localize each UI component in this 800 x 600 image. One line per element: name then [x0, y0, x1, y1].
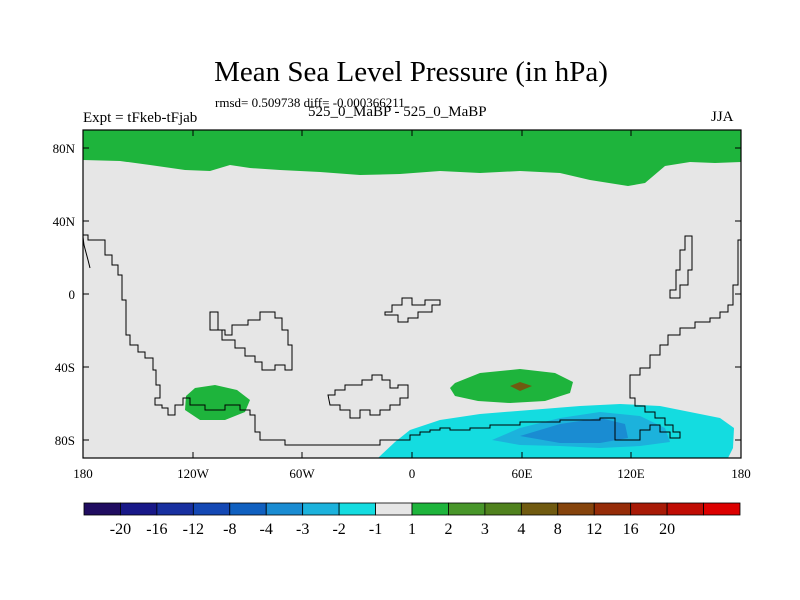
colorbar-swatch — [520, 502, 559, 516]
colorbar-swatch — [448, 502, 486, 516]
colorbar-swatch — [703, 502, 741, 516]
colorbar-label: 20 — [659, 521, 675, 538]
x-tick-label: 120W — [177, 466, 210, 481]
north-anomaly-region — [83, 130, 741, 186]
colorbar-label: -20 — [110, 521, 131, 538]
comparison-label: 525_0_MaBP - 525_0_MaBP — [308, 104, 487, 120]
colorbar-label: -16 — [146, 521, 167, 538]
colorbar-labels: -20 -16 -12 -8 -4 -3 -2 -1 1 2 3 4 8 12 16 20 — [110, 521, 675, 538]
y-tick-label: 40N — [53, 214, 76, 229]
colorbar-swatch — [411, 502, 449, 516]
colorbar-label: -3 — [296, 521, 309, 538]
colorbar-label: 2 — [444, 521, 452, 538]
west-south-anomaly-region — [185, 385, 250, 420]
colorbar-swatch — [593, 502, 632, 516]
colorbar — [83, 502, 741, 516]
colorbar-label: -1 — [369, 521, 382, 538]
colorbar-swatch — [375, 502, 413, 516]
map-plot-area — [83, 130, 741, 458]
colorbar-label: 8 — [554, 521, 562, 538]
x-axis-labels: 180 120W 60W 0 60E 120E 180 — [73, 466, 751, 481]
y-axis-labels: 80N 40N 0 40S 80S — [53, 141, 76, 448]
colorbar-label: -4 — [260, 521, 273, 538]
colorbar-label: 3 — [481, 521, 489, 538]
y-tick-label: 80N — [53, 141, 76, 156]
colorbar-label: 1 — [408, 521, 416, 538]
colorbar-swatch — [484, 502, 522, 516]
x-tick-label: 180 — [73, 466, 93, 481]
colorbar-label: -12 — [183, 521, 204, 538]
colorbar-label: 4 — [517, 521, 525, 538]
colorbar-swatch — [156, 502, 194, 516]
x-tick-label: 120E — [617, 466, 645, 481]
colorbar-label: 12 — [586, 521, 602, 538]
colorbar-swatch — [302, 502, 340, 516]
experiment-label: Expt = tFkeb-tFjab — [83, 110, 198, 126]
colorbar-label: -8 — [223, 521, 236, 538]
colorbar-swatch — [557, 502, 595, 516]
antarctic-negative-core — [520, 418, 628, 443]
colorbar-swatch — [338, 502, 376, 516]
x-tick-label: 60W — [289, 466, 315, 481]
x-tick-label: 0 — [409, 466, 416, 481]
colorbar-swatch — [83, 502, 121, 516]
colorbar-swatch — [666, 502, 704, 516]
y-tick-label: 0 — [69, 287, 76, 302]
east-south-anomaly-core — [510, 382, 532, 391]
season-label: JJA — [711, 109, 734, 125]
colorbar-swatch — [192, 502, 231, 516]
colorbar-swatch — [120, 502, 158, 516]
coastlines — [83, 234, 741, 446]
colorbar-label: 16 — [623, 521, 639, 538]
colorbar-label: -2 — [332, 521, 345, 538]
axis-ticks — [82, 130, 742, 458]
plot-title: Mean Sea Level Pressure (in hPa) — [214, 56, 608, 88]
colorbar-swatch — [229, 502, 267, 516]
y-tick-label: 40S — [55, 360, 75, 375]
colorbar-swatch — [630, 502, 668, 516]
y-tick-label: 80S — [55, 433, 75, 448]
stats-label: rmsd= 0.509738 diff= -0.000366211 — [215, 95, 405, 110]
x-tick-label: 180 — [731, 466, 751, 481]
colorbar-swatch — [265, 502, 304, 516]
x-tick-label: 60E — [512, 466, 533, 481]
